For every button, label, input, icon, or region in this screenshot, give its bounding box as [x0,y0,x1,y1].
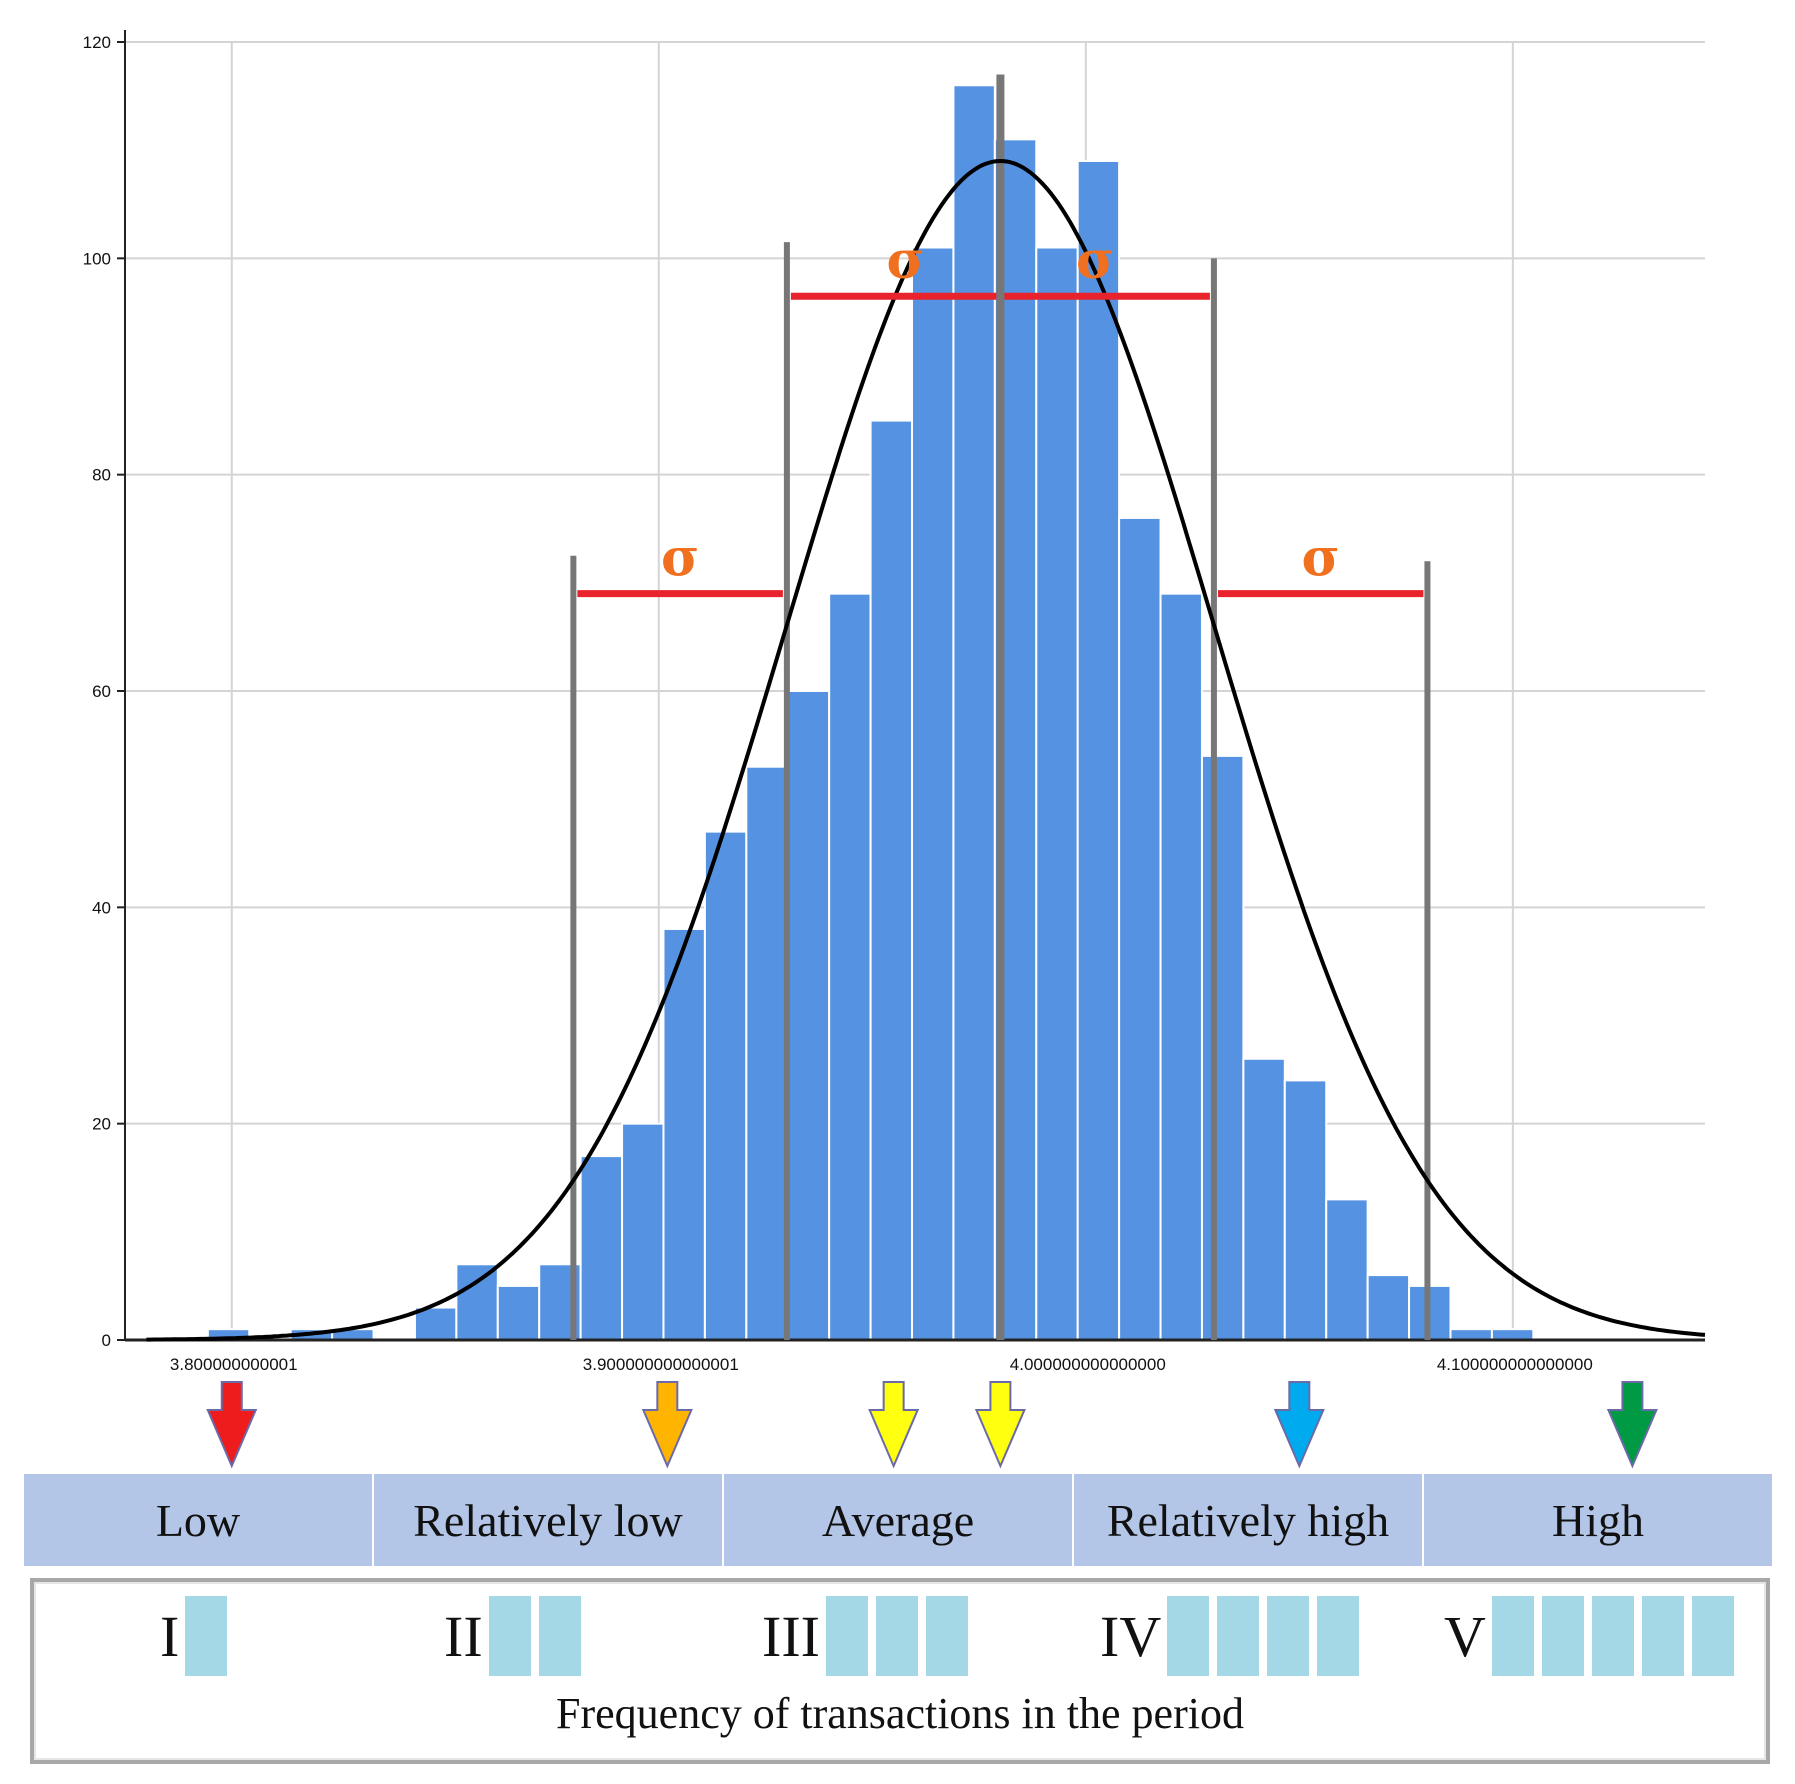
frequency-block [1691,1596,1734,1676]
x-tick-label: 3.900000000000001 [583,1355,739,1374]
level-label: II [444,1603,483,1669]
frequency-block [1641,1596,1684,1676]
frequency-block [1317,1596,1360,1676]
frequency-block [875,1596,918,1676]
frequency-block [825,1596,868,1676]
histogram-bar [662,927,706,1341]
x-tick-label: 3.800000000001 [170,1355,298,1374]
histogram-bar [1242,1057,1286,1342]
histogram-bar [911,246,955,1341]
arrow-relatively-low-icon [641,1381,693,1469]
frequency-block [925,1596,968,1676]
histogram-bar [1159,592,1203,1341]
histogram-bar [786,690,831,1341]
level-iii: III [762,1596,968,1676]
frequency-block [1167,1596,1210,1676]
y-tick-label: 20 [92,1115,111,1134]
histogram-bar [952,84,996,1341]
frequency-block [1267,1596,1310,1676]
frequency-legend: I II III IV V Frequency of transactions … [30,1578,1770,1764]
arrow-low-icon [206,1381,258,1469]
category-low: Low [24,1474,374,1566]
y-tick-label: 120 [83,33,111,52]
level-i: I [160,1596,228,1676]
y-tick-label: 0 [102,1331,111,1350]
frequency-block [1541,1596,1584,1676]
histogram-bar [455,1263,499,1341]
y-tick-label: 80 [92,466,111,485]
normal-curve [146,158,1706,1342]
histogram-bars [206,84,1535,1342]
x-tick-labels: 3.800000000001 3.900000000000001 4.0000000… [170,1355,1593,1374]
histogram-bar [1490,1328,1535,1342]
frequency-block [538,1596,581,1676]
histogram-bar [496,1284,541,1341]
frequency-block [1491,1596,1534,1676]
y-tick-labels: 0 20 40 60 80 100 120 [83,33,125,1350]
histogram-bar [1449,1328,1493,1342]
histogram-bar [1118,516,1162,1341]
histogram-bar [1076,159,1121,1342]
y-tick-label: 60 [92,682,111,701]
histogram-bar [621,1122,665,1341]
histogram-bar [579,1155,624,1342]
level-blocks [1167,1596,1360,1676]
category-average: Average [724,1474,1074,1566]
level-blocks [488,1596,581,1676]
level-blocks [185,1596,228,1676]
category-high: High [1552,1494,1644,1546]
x-tick-label: 4.000000000000000 [1010,1355,1166,1374]
category-relatively-low: Relatively low [374,1474,724,1566]
sigma-boundary-lines [570,74,1431,1340]
axes [124,30,1705,1342]
y-tick-label: 40 [92,898,111,917]
histogram-bar [703,830,748,1341]
frequency-block [1217,1596,1260,1676]
arrow-average-left-icon [868,1381,920,1469]
category-bar: Low Relatively low Average Relatively hi… [24,1474,1772,1566]
arrow-average-right-icon [974,1381,1026,1469]
sigma-label: σ [661,528,699,589]
level-label: III [762,1603,820,1669]
histogram-bar [828,592,872,1341]
level-ii: II [444,1596,581,1676]
level-iv: IV [1100,1596,1360,1676]
histogram-bar [1366,1274,1411,1341]
frequency-block [488,1596,531,1676]
sigma-label: σ [1302,528,1340,589]
histogram-bar [1325,1198,1369,1341]
sigma-markers: σ σ σ σ [577,230,1424,598]
histogram-bar [745,765,789,1341]
frequency-block [185,1596,228,1676]
category-relatively-high: Relatively high [1074,1474,1424,1566]
histogram-chart: 0 20 40 60 80 100 120 3.800000000001 3.90000000… [83,30,1706,1469]
histogram-bar [1200,754,1245,1341]
level-label: IV [1100,1603,1162,1669]
category-arrows [206,1381,1658,1469]
level-label: I [160,1603,180,1669]
histogram-bar [1035,246,1079,1341]
sigma-label: σ [886,230,924,291]
level-blocks [825,1596,968,1676]
histogram-bar [869,419,914,1342]
arrow-high-icon [1606,1381,1658,1469]
arrow-relatively-high-icon [1273,1381,1325,1469]
level-blocks [1491,1596,1734,1676]
frequency-block [1591,1596,1634,1676]
y-tick-label: 100 [83,249,111,268]
histogram-bar [1283,1079,1328,1342]
x-tick-label: 4.100000000000000 [1437,1355,1593,1374]
histogram-bar [413,1306,458,1342]
level-v: V [1444,1596,1734,1676]
sigma-label: σ [1076,230,1114,291]
frequency-caption: Frequency of transactions in the period [556,1689,1244,1738]
level-label: V [1444,1603,1486,1669]
